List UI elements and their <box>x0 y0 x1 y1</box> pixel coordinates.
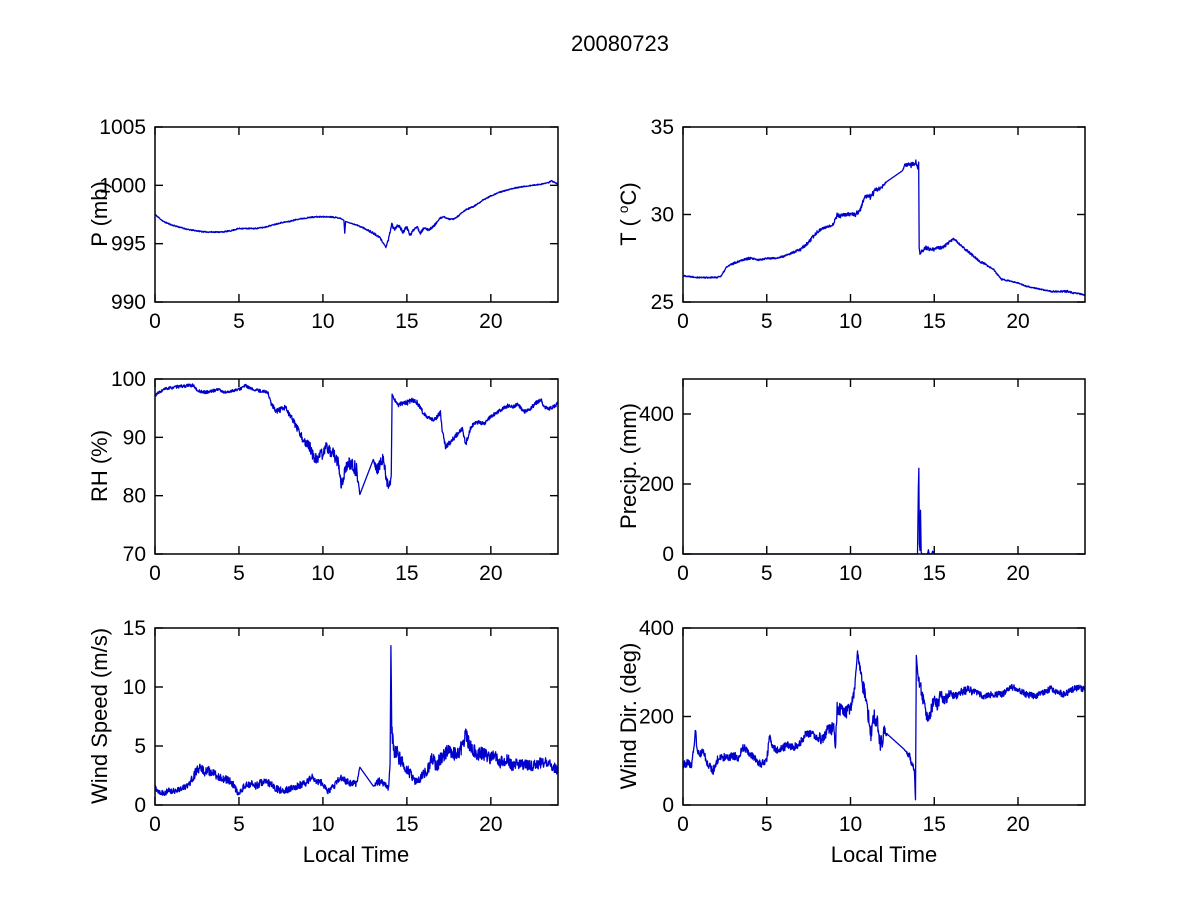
x-tick-label: 20 <box>1006 562 1029 585</box>
x-tick-label: 5 <box>233 813 245 836</box>
x-tick-label: 20 <box>479 562 502 585</box>
relative-humidity-plot-canvas: 0 5 10 15 20 70 80 90 100 <box>111 368 559 585</box>
x-tick-label: 10 <box>311 562 334 585</box>
wind-speed-plot: 0 5 10 15 20 0 5 10 15 <box>123 617 559 836</box>
temperature-plot: 0 5 10 15 20 25 30 35 <box>651 116 1086 333</box>
y-tick-label: 0 <box>134 794 146 817</box>
x-tick-label: 15 <box>923 813 946 836</box>
x-tick-label: 5 <box>233 310 245 333</box>
wind-speed-plot-canvas: 0 5 10 15 20 0 5 10 15 <box>123 617 559 836</box>
x-tick-label: 15 <box>395 310 418 333</box>
x-tick-label: 15 <box>923 562 946 585</box>
data-series-line <box>154 383 559 496</box>
x-tick-label: 0 <box>149 562 161 585</box>
data-series-line <box>682 650 1086 801</box>
y-tick-label: 25 <box>651 291 674 314</box>
x-tick-label: 0 <box>677 562 689 585</box>
x-tick-label: 0 <box>149 813 161 836</box>
axes-box <box>682 126 1086 303</box>
y-tick-label: 995 <box>111 233 146 256</box>
x-tick-label: 0 <box>677 813 689 836</box>
wind-direction-x-axis-label: Local Time <box>830 842 938 867</box>
x-tick-label: 5 <box>761 813 773 836</box>
y-tick-label: 100 <box>111 368 146 391</box>
x-tick-label: 10 <box>839 310 862 333</box>
y-tick-label: 5 <box>134 735 146 758</box>
y-tick-label: 200 <box>639 473 674 496</box>
x-tick-label: 5 <box>761 310 773 333</box>
x-tick-label: 5 <box>761 562 773 585</box>
x-tick-label: 10 <box>311 813 334 836</box>
axes-box <box>682 627 1086 806</box>
axes-box <box>154 627 559 806</box>
x-tick-label: 20 <box>1006 310 1029 333</box>
wind-direction-plot: 0 5 10 15 20 0 200 400 <box>639 617 1086 836</box>
y-tick-label: 1005 <box>99 116 146 139</box>
y-tick-label: 990 <box>111 291 146 314</box>
y-tick-label: 15 <box>123 617 146 640</box>
y-tick-label: 1000 <box>99 174 146 197</box>
data-series-line <box>682 159 1086 296</box>
data-series-line <box>682 467 1086 555</box>
x-tick-label: 10 <box>839 562 862 585</box>
y-tick-label: 35 <box>651 116 674 139</box>
y-tick-label: 200 <box>639 706 674 729</box>
axes-box <box>154 378 559 555</box>
pressure-plot: 0 5 10 15 20 990 995 1000 1005 <box>99 116 559 333</box>
x-tick-label: 10 <box>311 310 334 333</box>
x-tick-label: 0 <box>677 310 689 333</box>
x-tick-label: 0 <box>149 310 161 333</box>
x-tick-label: 10 <box>839 813 862 836</box>
wind-direction-y-axis-label: Wind Dir. (deg) <box>616 642 642 790</box>
y-tick-label: 0 <box>662 794 674 817</box>
y-tick-label: 90 <box>123 426 146 449</box>
x-tick-label: 15 <box>395 813 418 836</box>
x-tick-label: 20 <box>479 813 502 836</box>
y-tick-label: 10 <box>123 676 146 699</box>
temperature-plot-canvas: 0 5 10 15 20 25 30 35 <box>651 116 1086 333</box>
x-tick-label: 20 <box>1006 813 1029 836</box>
y-tick-label: 30 <box>651 204 674 227</box>
relative-humidity-plot: 0 5 10 15 20 70 80 90 100 <box>111 368 559 585</box>
data-series-line <box>154 179 559 249</box>
x-tick-label: 15 <box>923 310 946 333</box>
y-tick-label: 400 <box>639 403 674 426</box>
y-tick-label: 80 <box>123 485 146 508</box>
data-series-line <box>154 645 559 797</box>
x-tick-label: 20 <box>479 310 502 333</box>
x-tick-label: 15 <box>395 562 418 585</box>
axes-box <box>682 378 1086 555</box>
axes-box <box>154 126 559 303</box>
y-tick-label: 400 <box>639 617 674 640</box>
figure-title: 20080723 <box>571 31 669 56</box>
precipitation-y-axis-label: Precip. (mm) <box>616 403 642 529</box>
precipitation-plot: 0 5 10 15 20 0 200 400 <box>639 378 1086 585</box>
pressure-y-axis-label: P (mb) <box>87 181 113 247</box>
relative-humidity-y-axis-label: RH (%) <box>87 429 113 503</box>
y-tick-label: 0 <box>662 543 674 566</box>
wind-speed-x-axis-label: Local Time <box>302 842 410 867</box>
y-tick-label: 70 <box>123 543 146 566</box>
temperature-y-axis-label: T ( oC) <box>615 182 642 246</box>
x-tick-label: 5 <box>233 562 245 585</box>
pressure-plot-canvas: 0 5 10 15 20 990 995 1000 1005 <box>99 116 559 333</box>
wind-speed-y-axis-label: Wind Speed (m/s) <box>87 627 113 805</box>
